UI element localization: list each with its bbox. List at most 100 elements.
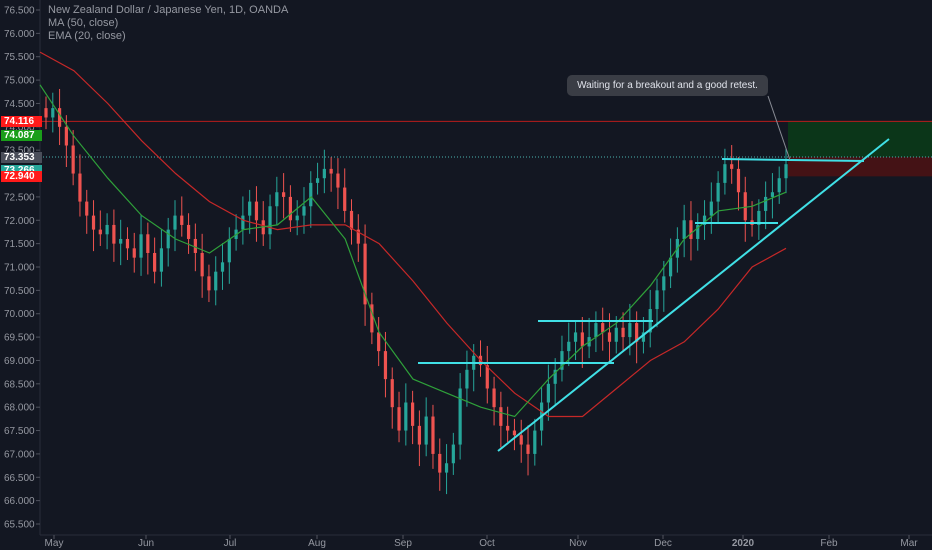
candle: [132, 248, 136, 258]
candle: [424, 416, 428, 445]
candle: [356, 229, 360, 244]
y-tick-label: 76.500: [4, 6, 35, 17]
candle: [207, 276, 211, 291]
candle: [519, 435, 523, 445]
x-tick-label: Sep: [394, 538, 412, 549]
candle: [363, 243, 367, 305]
candle: [91, 215, 96, 230]
candle: [105, 224, 109, 235]
candle: [546, 383, 550, 403]
legend-ma[interactable]: MA (50, close): [48, 17, 119, 29]
x-tick-label: Aug: [308, 538, 326, 549]
price-tag: 73.266: [1, 165, 42, 177]
candle: [492, 388, 496, 408]
candle: [220, 262, 225, 272]
legend-ema[interactable]: EMA (20, close): [48, 30, 126, 42]
candle: [730, 164, 734, 169]
candle: [411, 402, 415, 426]
chart-legend: New Zealand Dollar / Japanese Yen, 1D, O…: [48, 4, 288, 43]
candle: [390, 379, 394, 408]
candle: [309, 182, 313, 207]
x-tick-label: Oct: [479, 538, 495, 549]
candle: [770, 192, 775, 197]
ma-50-line: [39, 51, 787, 418]
candle: [295, 215, 299, 221]
candle: [343, 187, 347, 211]
x-tick-label: Dec: [654, 538, 672, 549]
y-tick-label: 71.500: [4, 239, 35, 250]
candle: [282, 192, 286, 197]
candle: [702, 215, 707, 225]
y-tick-label: 65.500: [4, 520, 35, 531]
x-tick-label: Jul: [224, 538, 237, 549]
candle: [71, 145, 75, 174]
callout-pointer: [767, 95, 791, 161]
candle: [268, 206, 272, 235]
candle: [417, 425, 421, 445]
candle: [200, 252, 204, 277]
y-tick-label: 68.000: [4, 403, 35, 414]
candle: [506, 425, 510, 431]
candle: [533, 430, 537, 454]
candle: [166, 229, 170, 249]
candle: [784, 164, 788, 179]
y-tick-label: 66.500: [4, 473, 35, 484]
candle: [370, 304, 374, 333]
price-tag: 72.940: [1, 170, 42, 182]
candle: [635, 323, 639, 342]
candle: [404, 402, 408, 431]
breakout-line: [721, 158, 865, 162]
candle: [112, 224, 116, 244]
y-tick-label: 75.500: [4, 52, 35, 63]
y-tick-label: 70.500: [4, 286, 35, 297]
candle: [254, 201, 259, 221]
candle: [567, 341, 571, 352]
candle: [383, 351, 388, 380]
candle: [241, 215, 245, 230]
candle: [336, 173, 340, 188]
candle: [573, 332, 578, 342]
candle: [153, 252, 157, 272]
y-tick-label: 67.500: [4, 426, 35, 437]
x-tick-label: May: [45, 538, 64, 549]
y-tick-label: 74.500: [4, 99, 35, 110]
ascending-trendline: [497, 138, 890, 452]
candle: [397, 407, 401, 431]
price-tag: 74.087: [1, 129, 42, 141]
candle: [689, 220, 693, 239]
candle: [709, 201, 713, 216]
candle: [139, 234, 143, 258]
y-tick-label: 68.500: [4, 379, 35, 390]
candle: [349, 210, 354, 230]
candle: [125, 238, 130, 249]
candle: [315, 178, 320, 183]
candle: [668, 257, 673, 277]
legend-symbol[interactable]: New Zealand Dollar / Japanese Yen, 1D, O…: [48, 4, 289, 16]
candle: [560, 351, 564, 370]
y-tick-label: 72.500: [4, 192, 35, 203]
candle: [98, 229, 102, 235]
annotation-callout[interactable]: Waiting for a breakout and a good retest…: [567, 75, 768, 96]
candle: [662, 276, 666, 291]
y-tick-label: 66.000: [4, 496, 35, 507]
candle: [329, 168, 333, 174]
y-tick-label: 69.500: [4, 333, 35, 344]
candle: [377, 332, 381, 352]
candle: [288, 196, 293, 221]
y-tick-label: 69.000: [4, 356, 35, 367]
candle: [458, 388, 462, 445]
candle: [51, 108, 55, 118]
candle: [173, 215, 177, 230]
candle: [227, 238, 231, 263]
candle: [757, 210, 761, 225]
candle: [641, 332, 646, 342]
candle: [499, 407, 503, 426]
candle: [159, 248, 164, 272]
candle: [451, 444, 455, 464]
candle: [764, 196, 768, 211]
stop-zone: [788, 157, 932, 177]
candle: [526, 444, 530, 454]
y-tick-label: 72.000: [4, 216, 35, 227]
candle: [594, 323, 598, 338]
